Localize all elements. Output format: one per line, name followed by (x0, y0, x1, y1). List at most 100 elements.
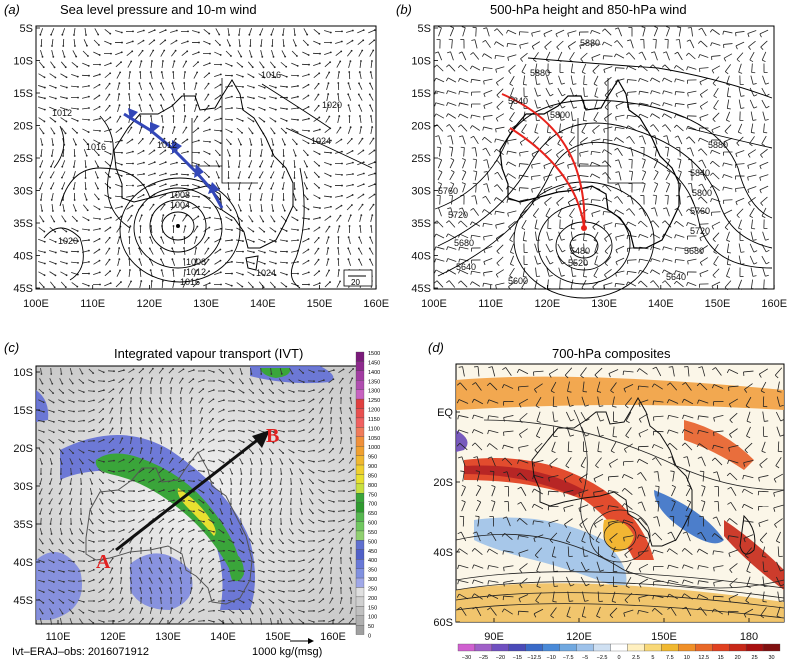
ivt-ref-arrow (290, 638, 314, 644)
lon-tick-label: 110E (80, 298, 105, 310)
ivt-colorbar-label: 50 (368, 624, 374, 630)
lon-tick-label: 160E (320, 631, 346, 640)
ivt-colorbar-label: 500 (368, 539, 377, 545)
ivt-colorbar-label: 1300 (368, 389, 380, 395)
panel-c-letter: (c) (4, 340, 20, 355)
ivt-colorbar-label: 0 (368, 634, 371, 640)
ivt-colorbar-label: 350 (368, 568, 377, 574)
contour-label-a-10: 1012 (186, 267, 206, 277)
australia-coast-a (113, 79, 294, 249)
ivt-colorbar-label: 200 (368, 596, 377, 602)
lat-tick-label: 25S (13, 153, 33, 165)
composite-colorbar-label: 2.5 (632, 655, 640, 661)
ivt-colorbar-label: 1500 (368, 351, 380, 357)
panel-a-letter: (a) (4, 2, 20, 17)
lat-tick-label: 35S (13, 519, 33, 531)
ivt-ref-vector: 1000 kg/(msg) (252, 646, 323, 658)
contour-label-b-15: 5680 (684, 246, 704, 256)
lat-tick-label: 45S (13, 283, 33, 295)
contour-label-a-0: 1016 (261, 70, 281, 80)
panel-c-map: A B 10S 15S 20S 30S 35S 40S 45S 110E 120E 130E 140… (13, 351, 380, 640)
ivt-colorbar-label: 1250 (368, 398, 380, 404)
ivt-arrow (115, 436, 261, 552)
lat-tick-label: 35S (13, 218, 33, 230)
contour-label-b-9: 5720 (448, 210, 468, 220)
lat-tick-label: 20S (13, 443, 33, 455)
panel-d-map: EQ 20S 40S 60S 90E 120E 150E 180 −30 −25 −20 −15 −1… (433, 363, 785, 661)
lon-tick-label: 100E (23, 298, 49, 310)
lat-tick-label: 30S (411, 186, 431, 198)
contour-label-b-8: 5760 (438, 186, 458, 196)
contour-label-a-9: 1008 (186, 257, 206, 267)
lon-tick-label: 140E (648, 298, 674, 310)
ivt-colorbar-label: 1200 (368, 408, 380, 414)
lon-tick-label: 100E (421, 298, 447, 310)
track-inner (509, 127, 585, 231)
point-a-label: A (96, 551, 111, 573)
composite-colorbar-label: −7.5 (563, 655, 574, 661)
lon-tick-label: 110E (46, 631, 71, 640)
panel-b-title: 500-hPa height and 850-hPa wind (490, 2, 687, 17)
composite-colorbar-label: −20 (496, 655, 505, 661)
contour-label-a-1: 1012 (157, 140, 177, 150)
contour-label-a-7: 1004 (170, 200, 190, 210)
lon-tick-label: 150E (705, 298, 731, 310)
lat-tick-label: 40S (433, 547, 453, 559)
ivt-colorbar-label: 1100 (368, 426, 380, 432)
ivt-colorbar-label: 950 (368, 455, 377, 461)
ivt-colorbar-label: 650 (368, 511, 377, 517)
ivt-colorbar-label: 750 (368, 492, 377, 498)
composite-colorbar-label: 10 (684, 655, 690, 661)
panel-c-title: Integrated vapour transport (IVT) (114, 346, 304, 361)
lat-tick-label: 20S (13, 121, 33, 133)
contour-label-b-2: 5840 (508, 96, 528, 106)
lat-tick-label: 5S (20, 23, 33, 35)
composite-colorbar-label: 0 (617, 655, 620, 661)
lat-tick-label: 45S (411, 283, 431, 295)
track-outer (501, 93, 586, 229)
ivt-colorbar-label: 1450 (368, 360, 380, 366)
cold-front (123, 112, 224, 209)
contour-label-b-7: 5760 (690, 206, 710, 216)
lat-tick-label: 40S (411, 251, 431, 263)
composite-colorbar-label: −30 (462, 655, 471, 661)
ivt-colorbar-label: 300 (368, 577, 377, 583)
lon-tick-label: 130E (155, 631, 181, 640)
lon-tick-label: 120E (100, 631, 126, 640)
lon-tick-label: 110E (478, 298, 503, 310)
lat-tick-label: EQ (437, 407, 453, 419)
lat-tick-label: 25S (411, 153, 431, 165)
lon-tick-label: 150E (307, 298, 333, 310)
lon-tick-label: 120E (566, 631, 592, 643)
panel-d-title: 700-hPa composites (552, 346, 671, 361)
lat-tick-label: 20S (433, 477, 453, 489)
composite-colorbar-label: −5 (582, 655, 588, 661)
ivt-colorbar-label: 900 (368, 464, 377, 470)
lon-tick-label: 120E (535, 298, 561, 310)
panel-b-map: 5880 5880 5840 5800 5880 5840 5800 5760 … (411, 23, 787, 310)
contour-label-b-14: 5600 (508, 276, 528, 286)
lat-tick-label: 15S (13, 405, 33, 417)
contour-label-b-1: 5880 (530, 68, 550, 78)
contour-label-a-2: 1020 (322, 100, 342, 110)
ivt-footnote: Ivt–ERAJ–obs: 2016071912 (12, 646, 149, 658)
ivt-colorbar-label: 1400 (368, 370, 380, 376)
contour-label-a-6: 1008 (170, 190, 190, 200)
lat-tick-label: 40S (13, 557, 33, 569)
lat-tick-label: 40S (13, 251, 33, 263)
lon-tick-label: 90E (484, 631, 504, 643)
lat-tick-label: 45S (13, 595, 33, 607)
lat-tick-label: 35S (411, 218, 431, 230)
contour-label-a-4: 1024 (311, 136, 331, 146)
lat-tick-label: 15S (13, 88, 33, 100)
lat-tick-label: 30S (13, 186, 33, 198)
contour-label-b-0: 5880 (580, 38, 600, 48)
ivt-colorbar-label: 1350 (368, 379, 380, 385)
ivt-colorbar-label: 550 (368, 530, 377, 536)
lat-tick-label: 5S (418, 23, 431, 35)
contour-label-b-12: 5480 (570, 246, 590, 256)
ivt-colorbar-label: 450 (368, 549, 377, 555)
ivt-colorbar-label: 600 (368, 521, 377, 527)
ivt-colorbar-label: 700 (368, 502, 377, 508)
panel-a-map: 1016 1012 1020 1016 1024 1012 1008 1004 … (13, 23, 389, 310)
